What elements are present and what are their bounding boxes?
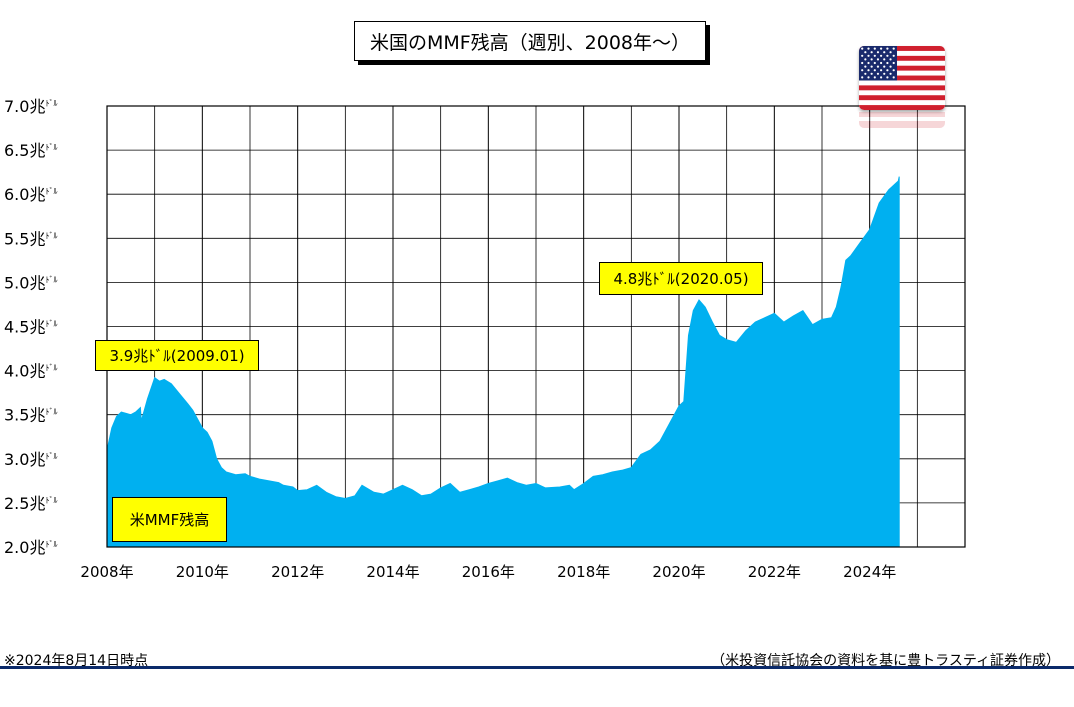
y-tick-label: 6.0兆ﾄﾞﾙ — [4, 185, 57, 204]
plot-frame — [106, 105, 966, 548]
x-tick-label: 2010年 — [176, 563, 229, 581]
footer-note: ※2024年8月14日時点 — [4, 653, 149, 669]
y-tick-label: 2.5兆ﾄﾞﾙ — [4, 494, 57, 513]
x-tick-label: 2016年 — [462, 563, 515, 581]
series-legend-label: 米MMF残高 — [112, 497, 227, 542]
footer-divider — [0, 666, 1074, 669]
x-tick-label: 2022年 — [748, 563, 801, 581]
y-tick-label: 7.0兆ﾄﾞﾙ — [4, 97, 57, 116]
y-tick-label: 4.5兆ﾄﾞﾙ — [4, 318, 57, 337]
x-tick-label: 2012年 — [271, 563, 324, 581]
x-axis: 2008年 2010年 2012年 2014年 2016年 2018年 2020年 2022年… — [80, 563, 896, 581]
y-tick-label: 5.0兆ﾄﾞﾙ — [4, 273, 57, 292]
y-tick-label: 5.5兆ﾄﾞﾙ — [4, 229, 57, 248]
x-tick-label: 2018年 — [557, 563, 610, 581]
area-series — [106, 176, 900, 548]
x-tick-label: 2020年 — [652, 563, 705, 581]
y-tick-label: 4.0兆ﾄﾞﾙ — [4, 362, 57, 381]
annotation-2009-peak: 3.9兆ﾄﾞﾙ(2009.01) — [95, 340, 259, 371]
flag-reflection — [859, 112, 945, 128]
chart-title: 米国のMMF残高（週別、2008年～） — [354, 21, 706, 61]
x-tick-label: 2014年 — [366, 563, 419, 581]
x-tick-label: 2008年 — [80, 563, 133, 581]
y-tick-label: 2.0兆ﾄﾞﾙ — [4, 538, 57, 557]
y-tick-label: 6.5兆ﾄﾞﾙ — [4, 141, 57, 160]
footer-source: （米投資信託協会の資料を基に豊トラスティ証券作成） — [711, 653, 1060, 669]
y-tick-label: 3.0兆ﾄﾞﾙ — [4, 450, 57, 469]
y-axis: 2.0兆ﾄﾞﾙ 2.5兆ﾄﾞﾙ 3.0兆ﾄﾞﾙ 3.5兆ﾄﾞﾙ 4.0兆ﾄﾞﾙ 4.5兆ﾄ… — [4, 97, 57, 557]
y-tick-label: 3.5兆ﾄﾞﾙ — [4, 406, 57, 425]
area-series-0 — [106, 176, 900, 548]
annotation-2020-peak: 4.8兆ﾄﾞﾙ(2020.05) — [599, 262, 763, 295]
plot-border — [106, 105, 966, 548]
us-flag-icon — [859, 46, 945, 110]
x-tick-label: 2024年 — [843, 563, 896, 581]
